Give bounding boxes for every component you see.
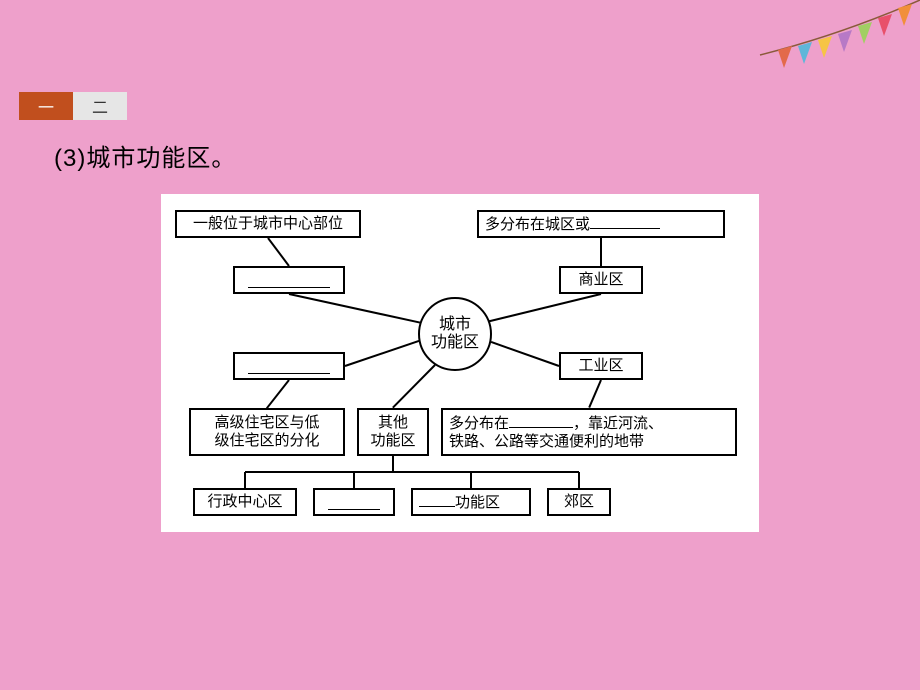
diagram-node-top_right: 多分布在城区或 (477, 210, 725, 238)
diagram-edge (289, 293, 420, 324)
diagram-edge (266, 379, 290, 408)
functional-zones-diagram: 一般位于城市中心部位 多分布在城区或商业区工业区高级住宅区与低级住宅区的分化其他功… (161, 194, 759, 532)
tab-bar: 一 二 (19, 92, 127, 120)
diagram-node-top_left: 一般位于城市中心部位 (175, 210, 361, 238)
diagram-edge (244, 472, 246, 488)
diagram-edge (393, 471, 579, 473)
diagram-edge (267, 237, 290, 266)
diagram-edge (354, 471, 393, 473)
diagram-edge (578, 472, 580, 488)
diagram-edge (353, 472, 355, 488)
diagram-node-mid_right2: 工业区 (559, 352, 643, 380)
diagram-node-leaf4: 郊区 (547, 488, 611, 516)
diagram-node-bot_left: 高级住宅区与低级住宅区的分化 (189, 408, 345, 456)
diagram-edge (345, 340, 419, 367)
diagram-edge (600, 238, 602, 266)
diagram-center-node: 城市功能区 (418, 297, 492, 371)
diagram-node-mid_right1: 商业区 (559, 266, 643, 294)
diagram-node-leaf3: 功能区 (411, 488, 531, 516)
diagram-node-bot_mid: 其他功能区 (357, 408, 429, 456)
diagram-node-mid_left2 (233, 352, 345, 380)
diagram-edge (588, 380, 602, 409)
tab-two[interactable]: 二 (73, 92, 127, 120)
diagram-node-leaf1: 行政中心区 (193, 488, 297, 516)
diagram-edge (489, 293, 601, 322)
diagram-edge (470, 472, 472, 488)
section-heading: (3)城市功能区。 (54, 138, 236, 173)
diagram-node-leaf2 (313, 488, 395, 516)
diagram-edge (392, 456, 394, 472)
diagram-edge (491, 341, 560, 367)
tab-one[interactable]: 一 (19, 92, 73, 120)
diagram-node-mid_left1 (233, 266, 345, 294)
diagram-edge (392, 365, 436, 409)
diagram-node-bot_right: 多分布在，靠近河流、铁路、公路等交通便利的地带 (441, 408, 737, 456)
